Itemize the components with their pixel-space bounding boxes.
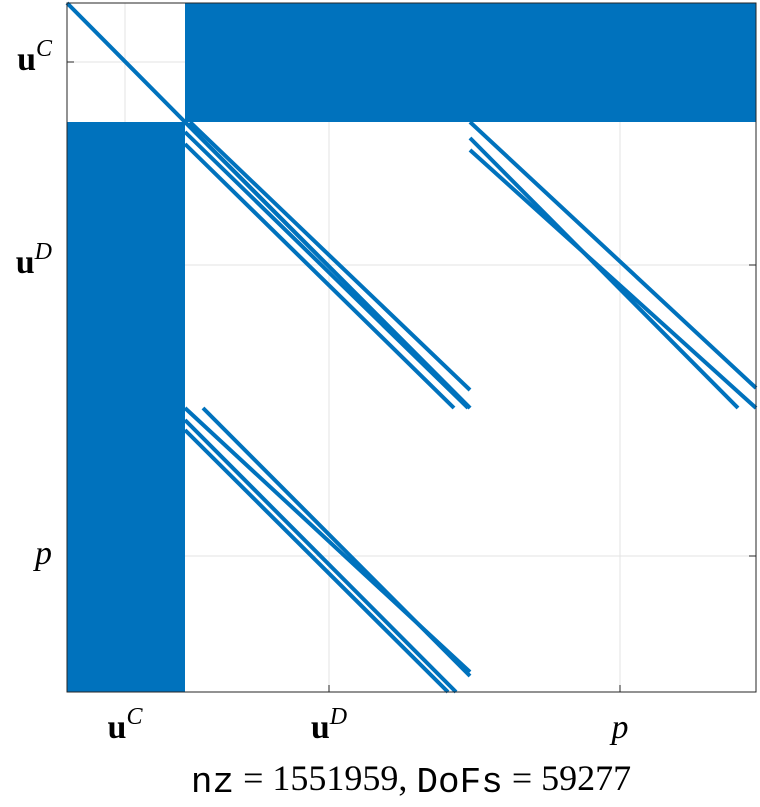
y-tick-label: uC bbox=[17, 36, 53, 78]
y-tick-label: uD bbox=[16, 239, 52, 281]
tick-symbol: p bbox=[33, 535, 52, 572]
tick-symbol: u bbox=[311, 709, 330, 746]
band bbox=[183, 130, 470, 410]
band bbox=[183, 428, 450, 694]
x-tick-label: uC bbox=[108, 704, 144, 746]
tick-symbol: u bbox=[108, 709, 127, 746]
axes-box bbox=[66, 2, 757, 693]
band bbox=[468, 148, 758, 410]
x-label-part: = 1551959, bbox=[243, 758, 407, 798]
dense-block bbox=[185, 3, 756, 122]
x-label-part: = 59277 bbox=[512, 758, 631, 798]
x-tick-label: p bbox=[610, 709, 629, 746]
tick-symbol: u bbox=[16, 244, 35, 281]
tick-superscript: D bbox=[34, 239, 52, 265]
tick-superscript: D bbox=[329, 704, 347, 730]
pattern bbox=[65, 1, 758, 694]
diagonal bbox=[65, 1, 187, 124]
band bbox=[183, 418, 458, 694]
band bbox=[183, 142, 456, 410]
x-label-part: DoFs bbox=[416, 762, 502, 803]
band bbox=[201, 406, 472, 678]
x-label-part: nz bbox=[191, 762, 234, 803]
dense-block bbox=[67, 122, 185, 692]
y-tick-label: p bbox=[33, 535, 52, 572]
band bbox=[183, 120, 472, 410]
band bbox=[468, 120, 758, 390]
x-tick-label: uD bbox=[311, 704, 347, 746]
tick-symbol: p bbox=[610, 709, 629, 746]
band bbox=[188, 120, 472, 392]
tick-superscript: C bbox=[36, 36, 53, 62]
tick-superscript: C bbox=[126, 704, 143, 730]
x-label: nz = 1551959, DoFs = 59277 bbox=[191, 758, 631, 802]
tick-symbol: u bbox=[17, 41, 36, 78]
